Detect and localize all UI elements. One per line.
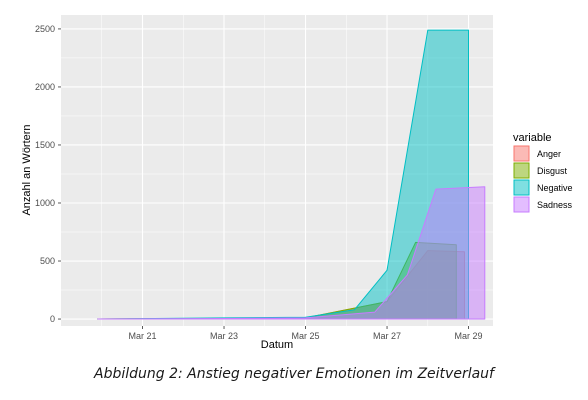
- legend-key-disgust: [513, 162, 530, 179]
- axis-ticks: Mar 21 Mar 23 Mar 25 Mar 27 Mar 29 0 500 1000 15…: [35, 24, 483, 341]
- x-tick-label: Mar 27: [373, 331, 401, 341]
- x-tick-label: Mar 21: [129, 331, 157, 341]
- legend-key-anger: [513, 145, 530, 162]
- x-axis-title: Datum: [261, 339, 293, 351]
- legend-label-negative: Negative: [537, 183, 573, 193]
- legend-label-anger: Anger: [537, 149, 561, 159]
- y-tick-label: 0: [50, 314, 55, 324]
- figure-caption: Abbildung 2: Anstieg negativer Emotionen…: [94, 366, 494, 382]
- y-tick-label: 2500: [35, 24, 55, 34]
- x-tick-label: Mar 23: [210, 331, 238, 341]
- y-tick-label: 500: [40, 256, 55, 266]
- legend-label-disgust: Disgust: [537, 166, 568, 176]
- y-tick-label: 2000: [35, 82, 55, 92]
- y-axis-title: Anzahl an Wörtern: [21, 124, 33, 215]
- series-areas: [97, 29, 486, 320]
- y-tick-label: 1000: [35, 198, 55, 208]
- x-tick-label: Mar 29: [455, 331, 483, 341]
- area-sadness: [97, 186, 486, 320]
- legend-key-sadness: [513, 196, 530, 213]
- area-chart: Mar 21 Mar 23 Mar 25 Mar 27 Mar 29 0 500 1000 15…: [21, 15, 573, 351]
- legend-key-negative: [513, 179, 530, 196]
- legend-label-sadness: Sadness: [537, 200, 573, 210]
- legend-title: variable: [513, 132, 552, 144]
- y-tick-label: 1500: [35, 140, 55, 150]
- legend: variable Anger Disgust Negative Sadness: [513, 132, 573, 213]
- x-tick-label: Mar 25: [292, 331, 320, 341]
